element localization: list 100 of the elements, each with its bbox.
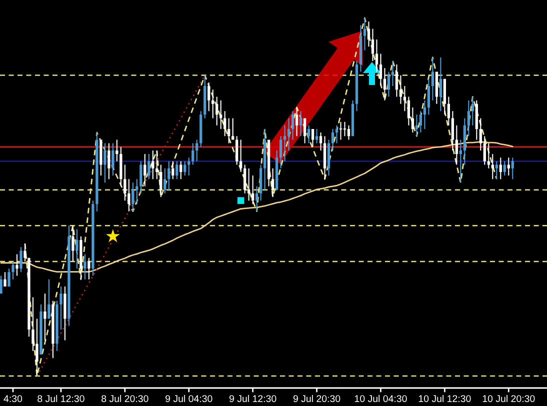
candlestick [108, 143, 110, 180]
candlestick [180, 161, 182, 180]
candlestick [355, 60, 358, 112]
candlestick [168, 161, 170, 190]
candlestick [383, 68, 386, 100]
candlestick [160, 164, 162, 197]
candlestick [36, 318, 38, 376]
candlestick [255, 186, 258, 212]
x-tick-label: 10 Jul 04:30 [354, 394, 407, 402]
candlestick [164, 168, 166, 194]
candlestick [395, 64, 398, 97]
candlestick [311, 128, 314, 147]
candlestick [507, 158, 510, 176]
candlestick [411, 108, 414, 133]
candlestick [315, 128, 318, 144]
candlestick [124, 164, 126, 201]
candlestick [224, 111, 226, 136]
candlestick [503, 161, 506, 176]
candlestick [363, 18, 366, 50]
candlestick [20, 247, 22, 272]
candlestick [479, 118, 482, 150]
candlestick [8, 268, 10, 286]
candlestick [343, 122, 346, 136]
candlestick [144, 154, 146, 186]
candlestick [80, 236, 82, 280]
candlestick [112, 143, 114, 176]
candlestick [64, 286, 66, 340]
candlestick [4, 272, 6, 286]
candlestick [495, 161, 498, 180]
candlestick [259, 164, 262, 201]
candlestick [251, 176, 254, 204]
candlestick [56, 300, 58, 351]
candlestick [104, 143, 106, 183]
candlestick [156, 150, 158, 180]
candlestick [387, 72, 390, 97]
candlestick [0, 276, 2, 294]
candlestick [331, 128, 334, 150]
candlestick [371, 28, 374, 61]
candlestick [367, 22, 370, 47]
candlestick [44, 294, 46, 340]
candlestick [216, 96, 218, 126]
candlestick [431, 57, 434, 100]
candlestick [447, 96, 450, 126]
candlestick [407, 96, 410, 126]
candlestick [335, 125, 338, 144]
candlestick [172, 161, 174, 180]
candlestick [419, 111, 422, 133]
candlestick [403, 86, 406, 112]
candlestick [128, 179, 130, 212]
candlestick [455, 125, 458, 165]
candlestick [196, 140, 198, 162]
candlestick [96, 132, 98, 212]
candlestick [212, 90, 214, 118]
candlestick [267, 140, 270, 186]
candlestick [435, 72, 438, 104]
candlestick [248, 168, 250, 201]
candlestick [423, 100, 426, 129]
candlestick [511, 158, 514, 180]
candlestick [275, 150, 278, 190]
candlestick [40, 304, 42, 355]
candlestick [483, 136, 486, 165]
candlestick [100, 140, 102, 176]
candlestick [295, 108, 298, 136]
candlestick [72, 226, 74, 262]
candlestick [232, 118, 234, 140]
candlestick [399, 75, 402, 104]
candlestick [60, 286, 62, 330]
candlestick [92, 200, 94, 276]
candlestick [279, 136, 282, 168]
candlestick [291, 111, 294, 140]
candlestick [451, 111, 454, 150]
candlestick [359, 25, 362, 72]
candlestick [240, 140, 242, 172]
candlestick [140, 161, 142, 194]
candlestick [375, 39, 378, 72]
candlestick [347, 125, 350, 140]
candlestick [319, 132, 322, 150]
candlestick [303, 118, 306, 144]
candlestick [487, 143, 490, 168]
candlestick [499, 158, 502, 180]
candlestick [271, 168, 274, 197]
x-tick-label: 8 Jul 20:30 [102, 394, 148, 402]
candlestick [491, 154, 494, 180]
candlestick [443, 78, 446, 115]
candlestick [351, 100, 354, 136]
candlestick [471, 96, 474, 126]
candlestick [228, 118, 230, 144]
candlestick [52, 300, 54, 358]
candlestick [339, 122, 342, 140]
candlestick [24, 244, 26, 262]
x-tick-label: 9 Jul 12:30 [229, 394, 276, 402]
candlestick [12, 261, 14, 280]
candlestick [188, 158, 190, 176]
candlestick [236, 136, 238, 165]
candlestick [48, 279, 50, 319]
candlestick [439, 57, 442, 112]
candlestick [184, 161, 186, 176]
candlestick [200, 111, 202, 147]
x-tick-label: 4:30 [4, 395, 22, 402]
candlestick [220, 100, 222, 129]
